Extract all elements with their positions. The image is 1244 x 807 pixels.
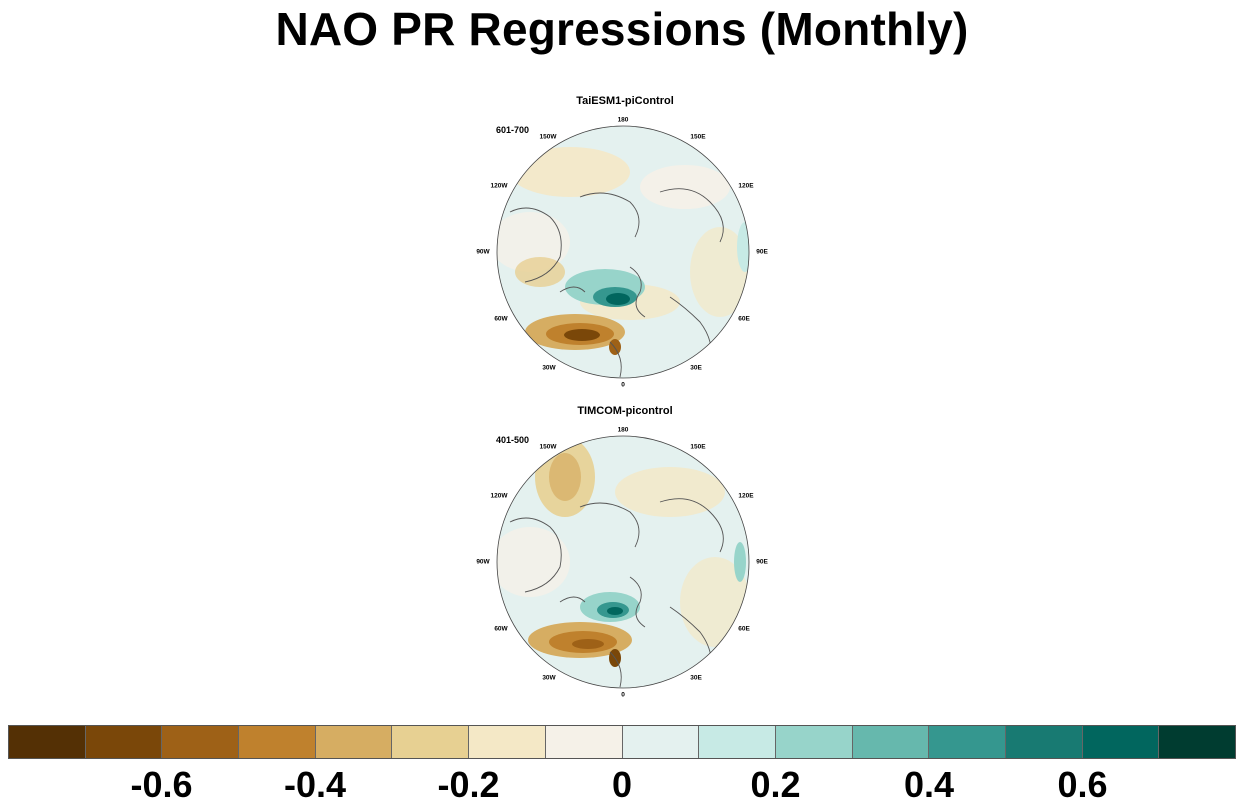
lon-label-60w: 60W <box>494 625 508 633</box>
colorbar-swatch <box>699 726 776 758</box>
colorbar-swatch <box>162 726 240 758</box>
colorbar-swatch <box>545 726 623 758</box>
lon-label-0: 0 <box>621 381 625 389</box>
lon-label-60e: 60E <box>738 625 750 633</box>
colorbar-swatch <box>85 726 163 758</box>
panel-period: 401-500 <box>496 435 530 445</box>
colorbar <box>8 725 1236 759</box>
colorbar-swatch <box>1159 726 1235 758</box>
lon-label-120e: 120E <box>738 182 754 190</box>
colorbar-tick-label: -0.4 <box>283 764 347 805</box>
map-panel-timcom: TIMCOM-picontrol 401-500 <box>470 402 780 702</box>
lon-label-60w: 60W <box>494 315 508 323</box>
panel-title: TaiESM1-piControl <box>576 95 674 107</box>
lon-label-120e: 120E <box>738 492 754 500</box>
colorbar-swatch <box>1082 726 1160 758</box>
lon-label-90e: 90E <box>756 248 768 256</box>
lon-label-90w: 90W <box>476 248 490 256</box>
lon-label-120w: 120W <box>490 182 508 190</box>
lon-label-0: 0 <box>621 691 625 699</box>
colorbar-tick-label: 0.2 <box>750 764 801 805</box>
colorbar-swatch <box>852 726 930 758</box>
panel-title: TIMCOM-picontrol <box>577 405 673 417</box>
polar-map <box>496 435 750 689</box>
main-title: NAO PR Regressions (Monthly) <box>275 3 969 55</box>
map-panel-taiesm1: TaiESM1-piControl 601-700 <box>470 92 780 392</box>
lon-label-150w: 150W <box>539 443 557 451</box>
colorbar-tick-label: 0.4 <box>903 764 955 805</box>
colorbar-swatch <box>392 726 470 758</box>
lon-label-150w: 150W <box>539 133 557 141</box>
lon-label-30w: 30W <box>542 674 556 682</box>
polar-map <box>496 125 750 379</box>
colorbar-tick-label: -0.6 <box>130 764 193 805</box>
lon-label-30e: 30E <box>690 674 702 682</box>
lon-label-90e: 90E <box>756 558 768 566</box>
lon-label-120w: 120W <box>490 492 508 500</box>
lon-label-30w: 30W <box>542 364 556 372</box>
colorbar-swatch <box>9 726 86 758</box>
lon-label-150e: 150E <box>690 133 706 141</box>
colorbar-swatch <box>622 726 700 758</box>
lon-label-180: 180 <box>617 116 629 124</box>
colorbar-tick-label: -0.2 <box>437 764 500 805</box>
lon-label-150e: 150E <box>690 443 706 451</box>
panel-period: 601-700 <box>496 125 530 135</box>
lon-label-90w: 90W <box>476 558 490 566</box>
colorbar-tick-label: 0.6 <box>1057 764 1108 805</box>
colorbar-swatch <box>775 726 853 758</box>
colorbar-swatch <box>469 726 546 758</box>
colorbar-swatch <box>929 726 1006 758</box>
colorbar-swatch <box>239 726 316 758</box>
lon-label-60e: 60E <box>738 315 750 323</box>
lon-label-30e: 30E <box>690 364 702 372</box>
lon-label-180: 180 <box>617 426 629 434</box>
colorbar-swatch <box>1005 726 1083 758</box>
colorbar-tick-label: 0 <box>611 764 633 805</box>
colorbar-swatch <box>315 726 393 758</box>
